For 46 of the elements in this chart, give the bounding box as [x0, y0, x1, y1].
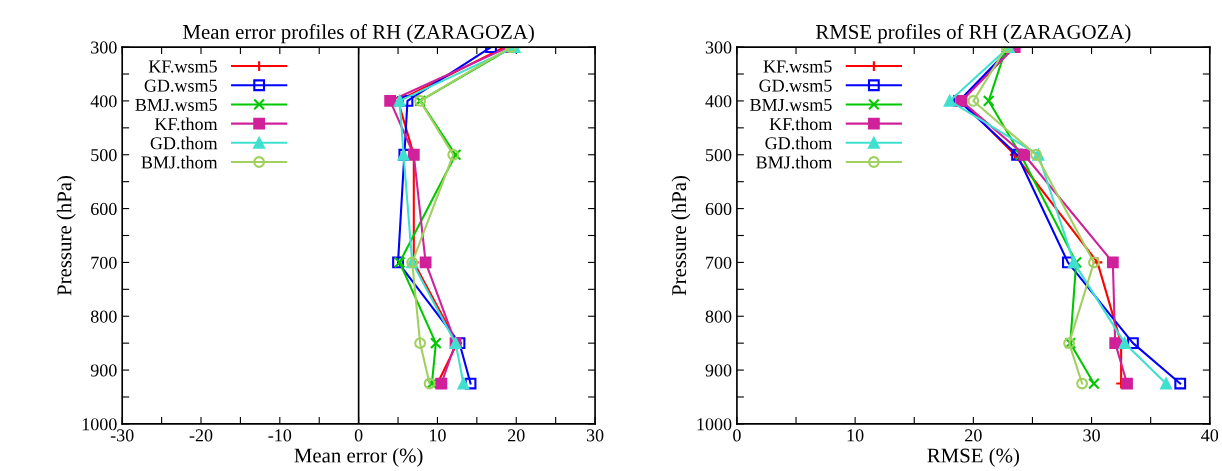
- y-tick-label: 600: [705, 202, 732, 216]
- x-tick-label: 30: [586, 429, 604, 442]
- y-tick-label: 900: [705, 364, 732, 377]
- y-tick-label: 1000: [82, 418, 117, 431]
- y-axis-title: Pressure (hPa): [56, 175, 76, 296]
- x-axis-title: Mean error (%): [294, 447, 423, 467]
- x-tick-label: 10: [847, 429, 864, 442]
- legend-label: BMJ.thom: [756, 155, 833, 169]
- y-tick-label: 300: [91, 41, 117, 54]
- legend-label: GD.wsm5: [759, 79, 832, 92]
- y-tick-label: 600: [91, 202, 117, 216]
- y-tick-label: 400: [705, 95, 732, 108]
- x-tick-label: 10: [430, 429, 446, 442]
- y-tick-label: 800: [90, 310, 117, 323]
- y-tick-label: 700: [91, 256, 117, 269]
- legend-label: KF.wsm5: [148, 60, 217, 73]
- legend-label: KF.thom: [769, 117, 833, 131]
- y-tick-label: 300: [705, 41, 732, 54]
- legend-label: GD.thom: [765, 136, 833, 150]
- y-tick-label: 500: [91, 149, 117, 162]
- x-tick-label: -30: [110, 429, 134, 442]
- legend-label: GD.wsm5: [144, 79, 217, 92]
- y-tick-label: 700: [706, 256, 732, 269]
- chart-title: Mean error profiles of RH (ZARAGOZA): [183, 24, 534, 44]
- x-tick-label: -10: [268, 429, 292, 442]
- y-axis-title: Pressure (hPa): [671, 175, 691, 296]
- x-tick-label: 20: [965, 429, 982, 442]
- x-axis-title: RMSE (%): [927, 447, 1020, 467]
- x-tick-label: 0: [354, 429, 363, 442]
- legend-label: KF.wsm5: [763, 60, 832, 73]
- x-tick-label: 30: [1083, 429, 1100, 442]
- legend-label: BMJ.wsm5: [135, 98, 217, 112]
- x-tick-label: -20: [189, 429, 213, 442]
- y-tick-label: 1000: [697, 418, 732, 431]
- legend-label: GD.thom: [150, 136, 218, 150]
- y-tick-label: 900: [90, 364, 117, 377]
- x-tick-label: 0: [733, 429, 741, 442]
- x-tick-label: 40: [1201, 429, 1219, 442]
- legend-label: BMJ.wsm5: [750, 98, 832, 112]
- x-tick-label: 20: [508, 429, 525, 442]
- legend-label: KF.thom: [154, 117, 218, 131]
- chart-title: RMSE profiles of RH (ZARAGOZA): [815, 24, 1131, 44]
- legend-label: BMJ.thom: [141, 155, 218, 169]
- y-tick-label: 500: [706, 149, 732, 162]
- y-tick-label: 800: [705, 310, 732, 323]
- y-tick-label: 400: [90, 95, 117, 108]
